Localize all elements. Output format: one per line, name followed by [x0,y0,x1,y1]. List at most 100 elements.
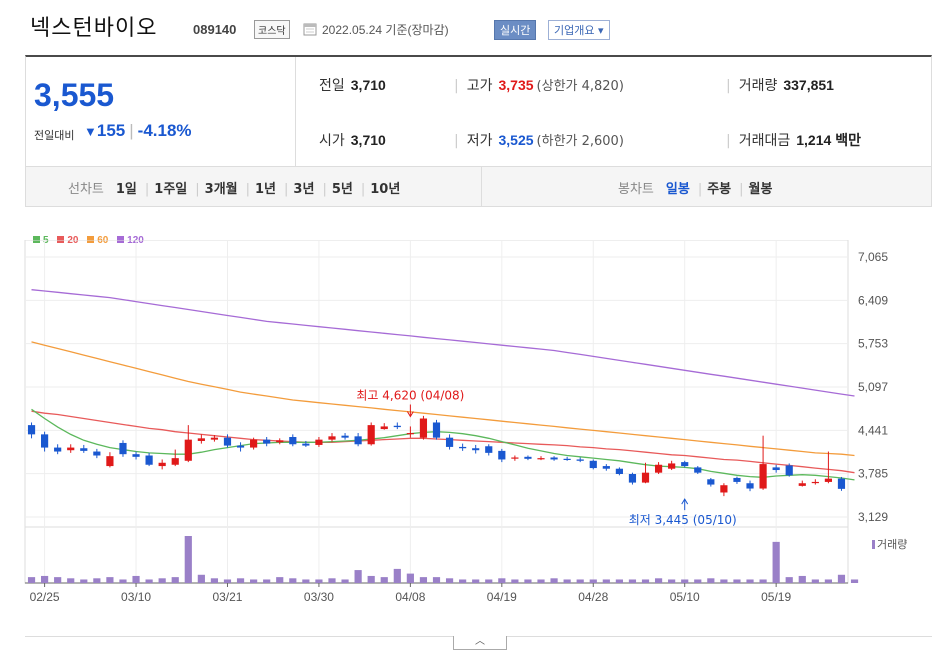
volume-bar [811,579,819,583]
candle [145,452,153,467]
volume-bar [733,579,741,583]
candle [511,455,519,461]
candle [459,443,467,451]
realtime-button[interactable]: 실시간 [494,20,537,40]
x-tick-label: 05/10 [670,590,700,604]
y-tick-label: 6,409 [858,293,888,307]
volume-bar [681,579,689,583]
candle [641,462,650,484]
candle [432,419,441,440]
candle [524,455,532,461]
market-badge: 코스닥 [254,20,290,39]
candle [302,440,310,447]
high-annotation: 최고 4,620 (04/08) [356,389,464,403]
y-tick-label: 4,441 [858,423,888,437]
current-price: 3,555 [34,77,115,113]
tab-3m[interactable]: 3개월 [204,182,238,197]
candle [341,433,349,440]
tab-10y[interactable]: 10년 [370,182,401,197]
tab-1d[interactable]: 1일 [115,182,137,197]
collapse-button[interactable]: ︿ [453,636,507,650]
volume-bar [354,570,362,583]
volume-bar [668,579,676,583]
candle [289,434,297,447]
candle [393,422,401,430]
volume-bar [602,579,610,583]
volume-bar [445,578,454,583]
volume-legend: 거래량 [877,538,907,551]
down-arrow-icon: ▼ [84,124,97,139]
volume-bar [80,579,88,583]
volume-bar [694,579,702,583]
volume-bar [824,579,832,583]
tab-monthly[interactable]: 월봉 [748,182,773,197]
candle [171,449,179,467]
y-tick-label: 3,785 [858,467,888,481]
candle [576,457,584,463]
high-price: | 고가 3,735 (상한가 4,820) [454,77,624,94]
tab-weekly[interactable]: 주봉 [707,182,732,197]
volume-bar [837,574,846,583]
y-tick-label: 5,097 [858,380,888,394]
price-chart: 7,065 6,409 5,753 5,097 4,441 3,785 3,129 02/25… [24,240,907,604]
candle [707,477,715,487]
candle [197,434,205,444]
change-label: 전일대비 [34,129,75,142]
volume-bar [184,536,192,583]
volume-bar [158,578,166,583]
volume-bar [67,578,75,583]
tab-3y[interactable]: 3년 [293,182,315,197]
low-price: | 저가 3,525 (하한가 2,600) [454,132,624,149]
y-tick-label: 3,129 [858,510,888,524]
x-tick-label: 04/28 [578,590,608,604]
volume-bar [171,577,179,583]
x-tick-label: 03/10 [121,590,151,604]
volume-bar [302,579,310,583]
volume-bar [850,579,859,583]
tab-5y[interactable]: 5년 [331,182,353,197]
volume-bar [615,579,623,583]
volume-bar [511,579,519,583]
x-tick-label: 04/19 [487,590,517,604]
candle [27,422,36,439]
low-annotation: 최저 3,445 (05/10) [629,513,737,527]
candle [563,456,571,461]
candle [746,480,754,492]
volume-bar [27,577,36,583]
volume-bar [406,573,414,583]
volume-bar [589,579,597,583]
candle [681,460,689,468]
tab-1y[interactable]: 1년 [255,182,277,197]
candle [106,452,114,468]
ma20-line [31,410,855,474]
stock-code: 089140 [193,22,237,37]
change-rate: -4.18% [137,121,192,140]
candle [236,442,245,452]
candle [628,472,637,485]
candle [485,444,493,456]
ma60-line [31,341,855,457]
volume-bar [432,577,441,583]
candle [158,459,166,470]
volume-bar [654,578,663,583]
company-info-dropdown[interactable]: 기업개요 ▾ [548,20,610,40]
volume-bar [119,579,127,583]
volume-bar [145,579,153,583]
candle [406,426,414,438]
candle [498,448,506,463]
candle [328,433,336,442]
candle [210,435,219,442]
volume-bar [289,578,297,583]
tab-1w[interactable]: 1주일 [154,182,188,197]
current-price-panel: 3,555 전일대비 ▼155 | -4.18% [26,57,296,167]
calendar-icon [303,23,317,36]
volume-bar [524,579,532,583]
volume-bar [106,577,114,583]
tab-daily[interactable]: 일봉 [665,182,690,197]
volume-bar [328,578,336,583]
x-tick-label: 03/21 [212,590,242,604]
candle [720,483,728,497]
volume-bar [197,574,205,583]
volume-bar [132,575,140,583]
volume-bar [41,575,49,583]
